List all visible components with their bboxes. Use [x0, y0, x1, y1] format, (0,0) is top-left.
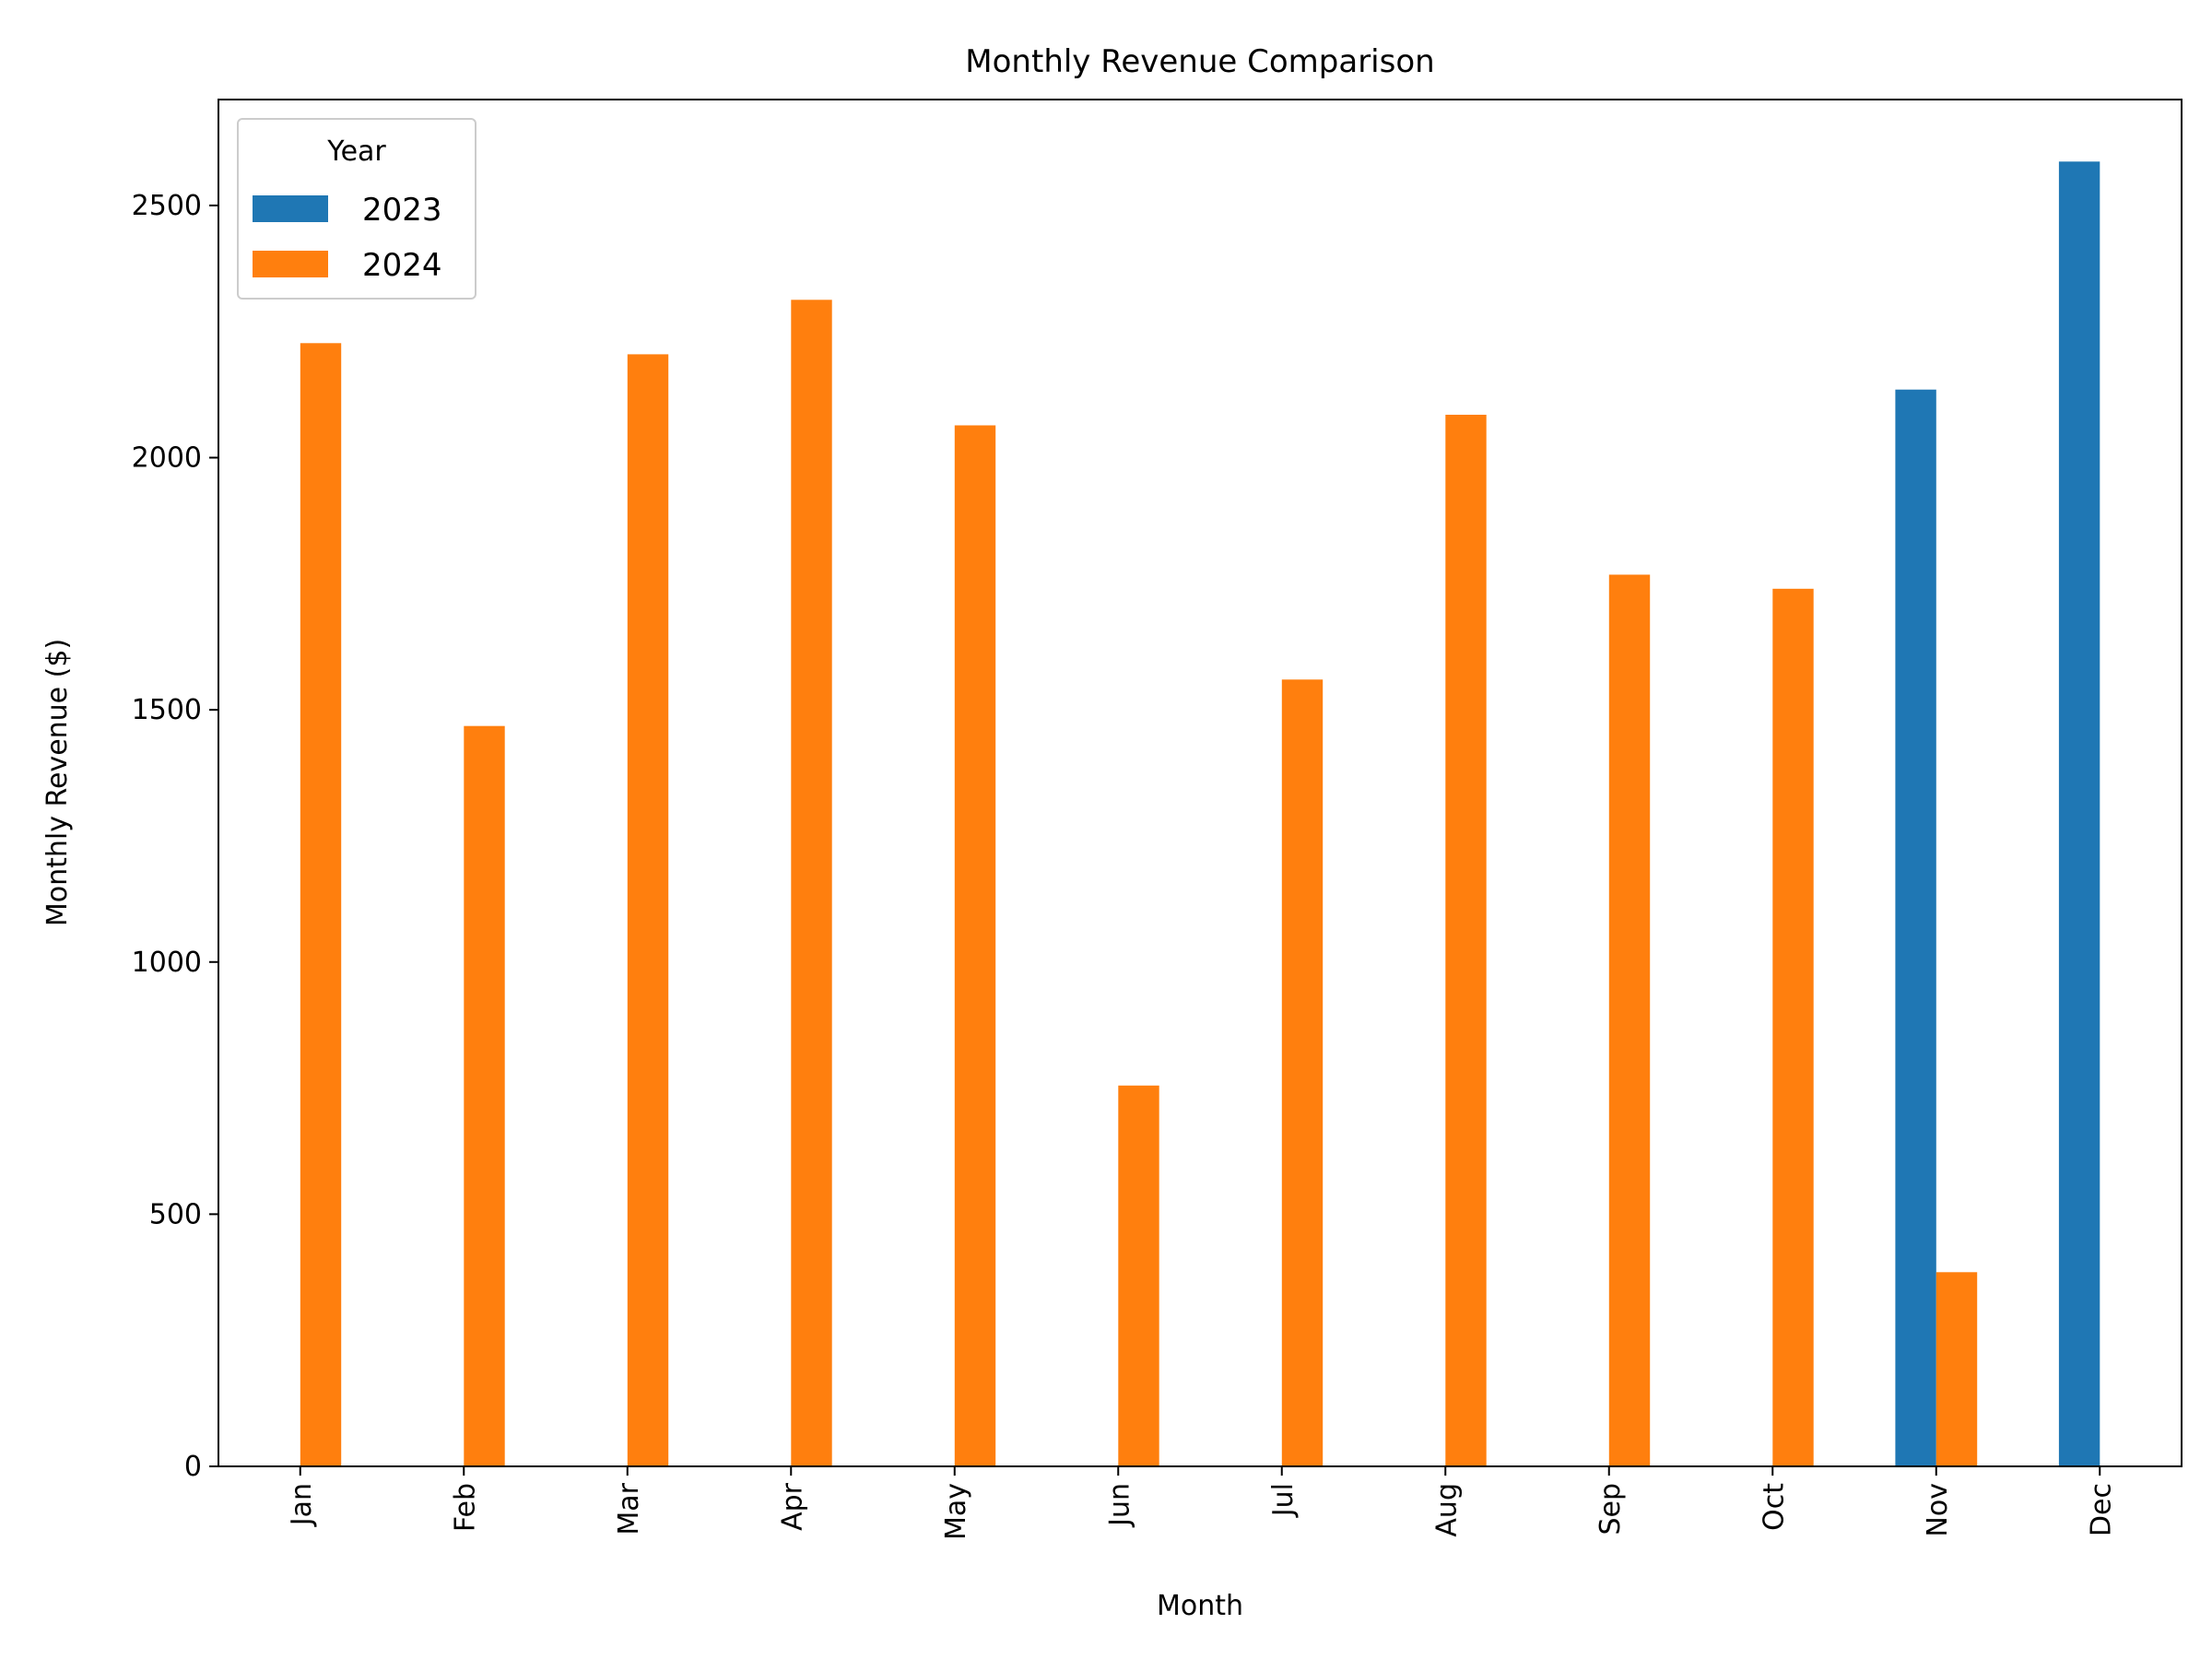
legend-title: Year	[326, 135, 386, 168]
y-axis-label: Monthly Revenue ($)	[41, 639, 74, 926]
x-tick-label-mar: Mar	[613, 1482, 645, 1535]
bar-2024-feb	[464, 725, 505, 1466]
x-tick-label-jan: Jan	[286, 1483, 318, 1527]
x-tick-label-jul: Jul	[1267, 1483, 1300, 1518]
bar-group	[300, 161, 2100, 1467]
bar-2024-mar	[627, 354, 669, 1466]
y-tick-label: 1500	[132, 694, 202, 726]
y-tick-label: 1000	[132, 947, 202, 979]
bar-2024-jun	[1118, 1085, 1159, 1466]
bar-2024-may	[954, 425, 996, 1466]
x-tick-label-may: May	[940, 1483, 972, 1540]
legend-swatch-2024	[253, 251, 328, 277]
bar-2024-oct	[1772, 588, 1814, 1466]
y-tick-label: 2000	[132, 442, 202, 475]
bar-2024-jul	[1281, 679, 1324, 1466]
x-tick-label-dec: Dec	[2085, 1483, 2117, 1536]
bar-2024-apr	[791, 300, 832, 1466]
x-tick-label-apr: Apr	[776, 1482, 808, 1531]
x-tick-label-jun: Jun	[1103, 1483, 1135, 1528]
x-tick-label-feb: Feb	[449, 1483, 481, 1532]
y-tick-label: 500	[149, 1198, 202, 1230]
y-tick-label: 2500	[132, 190, 202, 222]
bar-2023-nov	[1895, 389, 1936, 1467]
x-tick-label-sep: Sep	[1594, 1483, 1627, 1535]
legend-swatch-2023	[253, 195, 328, 222]
y-tick-label: 0	[184, 1451, 202, 1483]
x-tick-label-nov: Nov	[1922, 1483, 1954, 1537]
legend-label-2023: 2023	[362, 192, 442, 229]
x-axis-label: Month	[1157, 1590, 1243, 1622]
x-tick-label-aug: Aug	[1430, 1483, 1463, 1537]
legend: Year 2023 2024	[237, 118, 477, 300]
legend-label-2024: 2024	[362, 247, 442, 284]
y-axis: 0 500 1000 1500 2000 2500	[132, 190, 218, 1483]
plot-frame	[218, 99, 2183, 1467]
bar-2024-sep	[1608, 574, 1651, 1466]
bar-2023-dec	[2058, 161, 2100, 1466]
x-axis: Jan Feb Mar Apr May Jun Jul Aug Sep Oct Nov Dec	[286, 1466, 2117, 1540]
chart-title: Monthly Revenue Comparison	[965, 43, 1434, 80]
x-tick-label-oct: Oct	[1758, 1483, 1790, 1531]
bar-2024-jan	[300, 343, 342, 1466]
bar-2024-nov	[1936, 1272, 1978, 1466]
bar-2024-aug	[1445, 415, 1487, 1466]
